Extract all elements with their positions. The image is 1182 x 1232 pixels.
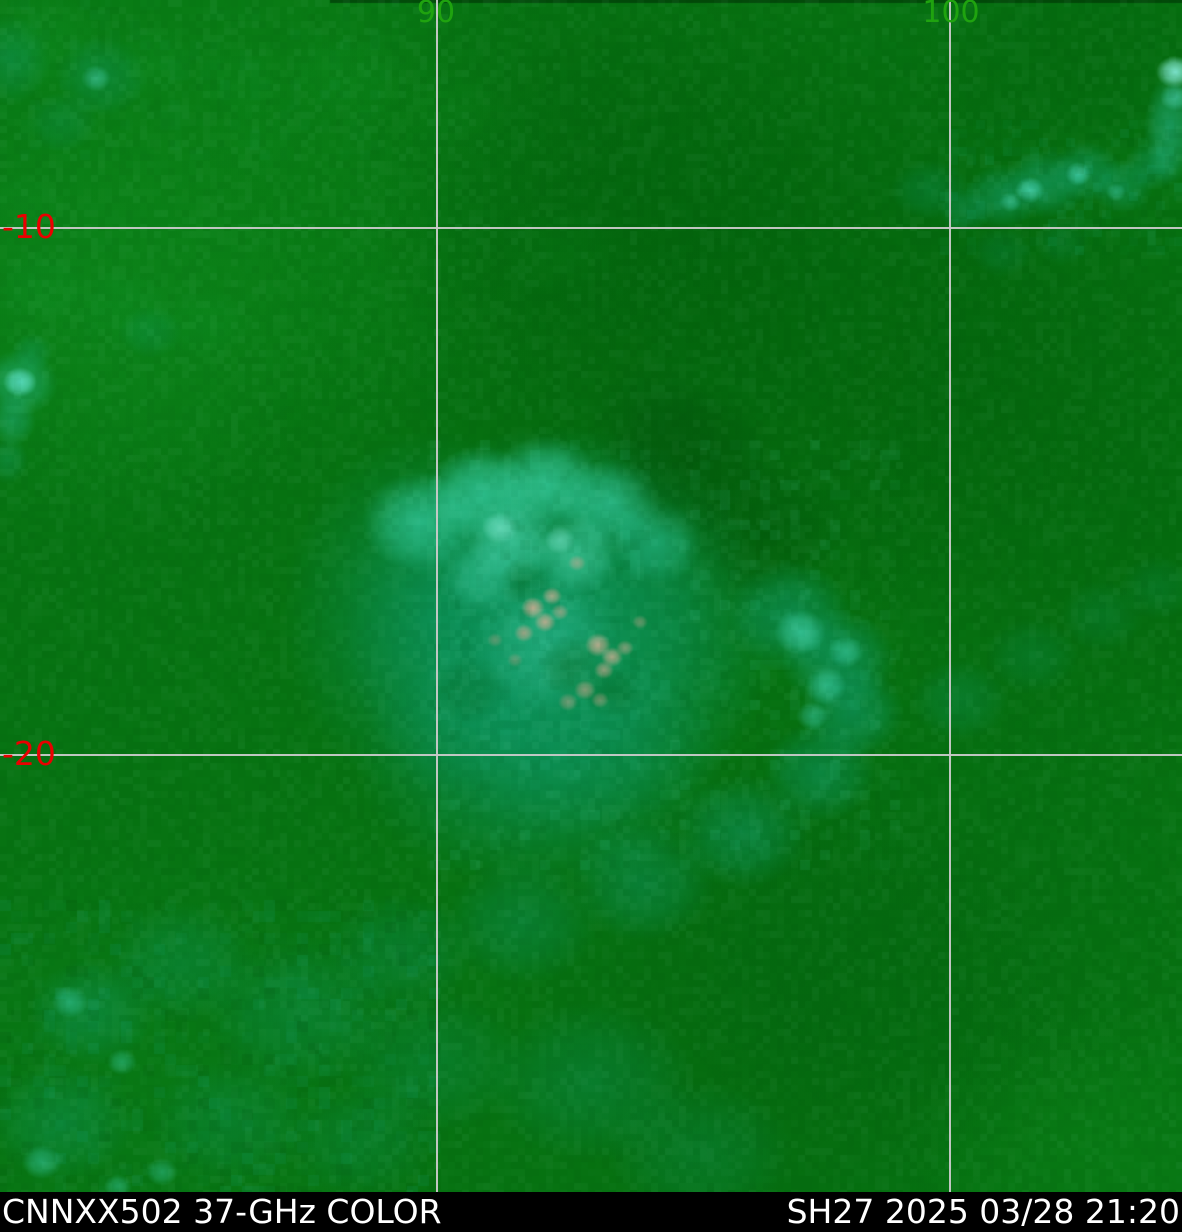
longitude-label-90: 90 [416, 0, 456, 30]
gridline-vertical-90 [436, 0, 438, 1192]
gridline-horizontal--10 [0, 227, 1182, 229]
gridline-horizontal--20 [0, 754, 1182, 756]
longitude-label-100: 100 [922, 0, 980, 30]
satellite-image [0, 0, 1182, 1192]
storm-datetime-label: SH27 2025 03/28 21:20 [786, 1192, 1180, 1231]
gridline-vertical-100 [949, 0, 951, 1192]
latitude-label--10: -10 [2, 206, 56, 246]
footer-bar: CNNXX502 37-GHz COLOR SH27 2025 03/28 21… [0, 1192, 1182, 1232]
latitude-label--20: -20 [2, 733, 56, 773]
product-id-label: CNNXX502 37-GHz COLOR [2, 1192, 442, 1231]
